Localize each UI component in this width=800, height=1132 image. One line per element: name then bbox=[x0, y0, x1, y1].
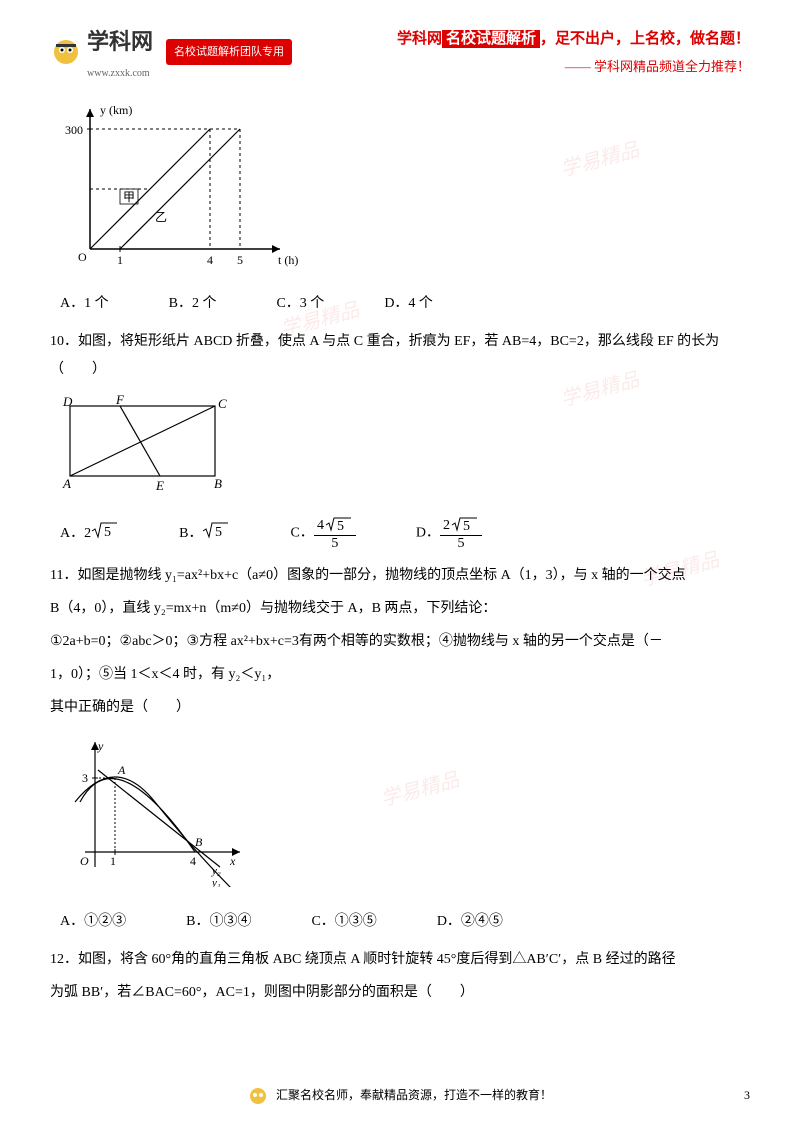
option-b: B．5 bbox=[179, 519, 230, 548]
q12-text2: 为弧 BB′，若∠BAC=60°，AC=1，则图中阴影部分的面积是（ ） bbox=[50, 979, 750, 1007]
option-d: D．255 bbox=[416, 515, 482, 552]
svg-text:y: y bbox=[97, 739, 104, 753]
q11-text1: 11．如图是抛物线 y₁=ax²+bx+c（a≠0）图象的一部分，抛物线的顶点坐… bbox=[50, 562, 750, 590]
svg-text:B: B bbox=[195, 835, 203, 849]
svg-text:4: 4 bbox=[317, 518, 324, 533]
svg-text:300: 300 bbox=[65, 123, 83, 137]
footer-owl-icon bbox=[248, 1086, 268, 1106]
svg-text:x: x bbox=[229, 854, 236, 868]
svg-text:A: A bbox=[62, 476, 71, 491]
logo-section: 学科网 www.zxxk.com 名校试题解析团队专用 bbox=[50, 20, 292, 84]
option-a: A．25 bbox=[60, 519, 119, 548]
q12-text1: 12．如图，将含 60°角的直角三角板 ABC 绕顶点 A 顺时针旋转 45°度… bbox=[50, 946, 750, 974]
svg-text:2: 2 bbox=[443, 518, 450, 533]
option-c: C．3 个 bbox=[276, 290, 324, 318]
page-number: 3 bbox=[744, 1083, 750, 1107]
q11-text3: ①2a+b=0；②abc＞0；③方程 ax²+bx+c=3有两个相等的实数根；④… bbox=[50, 628, 750, 656]
logo-text: 学科网 bbox=[87, 20, 153, 64]
q11-text4: 1，0）；⑤当 1＜x＜4 时，有 y₂＜y₁， bbox=[50, 661, 750, 689]
svg-text:甲: 甲 bbox=[123, 190, 135, 204]
svg-text:5: 5 bbox=[215, 525, 222, 540]
footer-text: 汇聚名校名师，奉献精品资源，打造不一样的教育！ bbox=[276, 1088, 552, 1102]
question-12: 12．如图，将含 60°角的直角三角板 ABC 绕顶点 A 顺时针旋转 45°度… bbox=[50, 946, 750, 1007]
option-a: A．1 个 bbox=[60, 290, 109, 318]
option-c: C．455 bbox=[290, 515, 355, 552]
svg-text:1: 1 bbox=[110, 854, 116, 868]
svg-text:O: O bbox=[78, 250, 87, 264]
svg-text:A: A bbox=[117, 763, 126, 777]
logo-url: www.zxxk.com bbox=[87, 64, 153, 84]
q11-options: A．①②③ B．①③④ C．①③⑤ D．②④⑤ bbox=[60, 908, 750, 936]
svg-text:4: 4 bbox=[190, 854, 196, 868]
q11-diagram: O y x 3 1 4 A B y₂ y₁ bbox=[60, 732, 750, 898]
option-d: D．②④⑤ bbox=[437, 908, 503, 936]
svg-text:F: F bbox=[115, 394, 125, 407]
header-subtitle: —— 学科网精品频道全力推荐！ bbox=[397, 54, 750, 80]
q10-diagram: D F C A E B bbox=[60, 394, 750, 505]
svg-text:O: O bbox=[80, 854, 89, 868]
question-10: 10．如图，将矩形纸片 ABCD 折叠，使点 A 与点 C 重合，折痕为 EF，… bbox=[50, 328, 750, 552]
header-suffix: ，足不出户，上名校，做名题！ bbox=[540, 31, 750, 47]
option-d: D．4 个 bbox=[384, 290, 433, 318]
header-box: 名校试题解析 bbox=[442, 30, 540, 48]
q10-text: 10．如图，将矩形纸片 ABCD 折叠，使点 A 与点 C 重合，折痕为 EF，… bbox=[50, 328, 750, 384]
svg-text:乙: 乙 bbox=[155, 210, 167, 224]
svg-text:y₁: y₁ bbox=[211, 877, 221, 887]
svg-text:C: C bbox=[218, 396, 227, 411]
header-prefix: 学科网 bbox=[397, 31, 442, 47]
q9-options: A．1 个 B．2 个 C．3 个 D．4 个 bbox=[60, 290, 750, 318]
svg-text:3: 3 bbox=[82, 771, 88, 785]
q10-options: A．25 B．5 C．455 D．255 bbox=[60, 515, 750, 552]
svg-text:D: D bbox=[62, 394, 73, 409]
owl-icon bbox=[50, 36, 82, 68]
header-right: 学科网名校试题解析，足不出户，上名校，做名题！ —— 学科网精品频道全力推荐！ bbox=[397, 24, 750, 80]
svg-text:E: E bbox=[155, 478, 164, 493]
q11-text5: 其中正确的是（ ） bbox=[50, 694, 750, 722]
option-c: C．①③⑤ bbox=[311, 908, 376, 936]
option-a: A．①②③ bbox=[60, 908, 126, 936]
svg-text:4: 4 bbox=[207, 253, 213, 267]
svg-text:t (h): t (h) bbox=[278, 253, 298, 267]
badge: 名校试题解析团队专用 bbox=[166, 39, 292, 65]
svg-text:5: 5 bbox=[237, 253, 243, 267]
option-b: B．2 个 bbox=[169, 290, 217, 318]
svg-text:y (km): y (km) bbox=[100, 103, 132, 117]
page-header: 学科网 www.zxxk.com 名校试题解析团队专用 学科网名校试题解析，足不… bbox=[50, 20, 750, 84]
svg-text:5: 5 bbox=[463, 519, 470, 533]
question-11: 11．如图是抛物线 y₁=ax²+bx+c（a≠0）图象的一部分，抛物线的顶点坐… bbox=[50, 562, 750, 936]
option-b: B．①③④ bbox=[186, 908, 251, 936]
svg-text:1: 1 bbox=[117, 253, 123, 267]
chart-q9: y (km) t (h) O 300 1 4 5 甲 乙 bbox=[60, 99, 750, 280]
svg-text:B: B bbox=[214, 476, 222, 491]
svg-text:5: 5 bbox=[104, 525, 111, 540]
svg-text:y₂: y₂ bbox=[211, 865, 221, 877]
q11-text2: B（4，0），直线 y₂=mx+n（m≠0）与抛物线交于 A，B 两点，下列结论… bbox=[50, 595, 750, 623]
content: y (km) t (h) O 300 1 4 5 甲 乙 A．1 个 B．2 个… bbox=[50, 99, 750, 1007]
page-footer: 汇聚名校名师，奉献精品资源，打造不一样的教育！ bbox=[0, 1083, 800, 1107]
svg-text:5: 5 bbox=[337, 519, 344, 533]
